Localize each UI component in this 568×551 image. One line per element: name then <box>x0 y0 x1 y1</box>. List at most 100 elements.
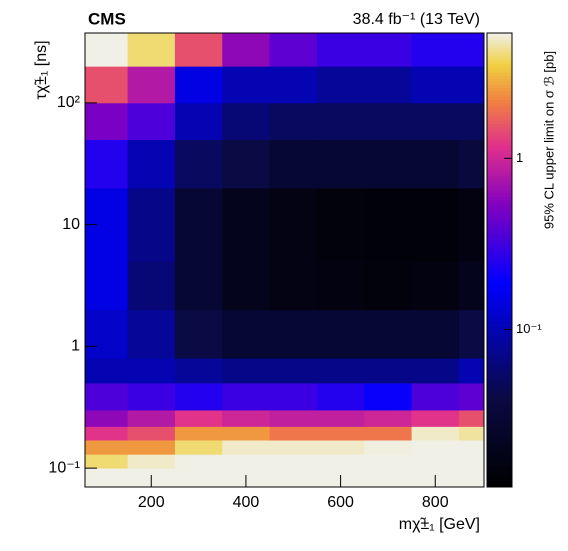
colorbar-segment <box>487 359 512 364</box>
heatmap-cell <box>316 426 365 441</box>
colorbar-segment <box>487 281 512 285</box>
heatmap-cell <box>269 426 318 441</box>
colorbar-segment <box>487 135 512 140</box>
heatmap-cell <box>174 440 223 455</box>
colorbar-segment <box>487 138 512 143</box>
colorbar-segment <box>487 405 512 409</box>
heatmap-cell <box>127 102 176 140</box>
heatmap-cell <box>269 309 318 359</box>
heatmap-cell <box>85 139 128 189</box>
heatmap-cell <box>174 187 223 262</box>
heatmap-cell <box>269 139 318 189</box>
heatmap-cell <box>458 426 485 441</box>
colorbar-segment <box>487 214 512 219</box>
y-tick-label: 1 <box>71 338 80 355</box>
colorbar-segment <box>487 126 512 131</box>
heatmap-cell <box>174 468 223 488</box>
heatmap-cell <box>411 102 460 140</box>
heatmap-cell <box>269 33 318 67</box>
colorbar-segment <box>487 311 512 315</box>
colorbar-segment <box>487 387 512 391</box>
colorbar-segment <box>487 187 512 191</box>
colorbar-segment <box>487 144 512 149</box>
colorbar-segment <box>487 375 512 379</box>
heatmap-cell <box>222 426 270 441</box>
colorbar-segment <box>487 260 512 264</box>
colorbar-segment <box>487 78 512 82</box>
heatmap-cell <box>222 66 270 104</box>
colorbar-segment <box>487 390 512 394</box>
heatmap-cell <box>127 66 176 104</box>
colorbar-segment <box>487 378 512 382</box>
colorbar-segment <box>487 399 512 403</box>
colorbar-segment <box>487 483 512 488</box>
colorbar-segment <box>487 166 512 170</box>
colorbar-segment <box>487 423 512 427</box>
heatmap-cell <box>222 309 270 359</box>
colorbar-segment <box>487 287 512 291</box>
colorbar-segment <box>487 132 512 137</box>
colorbar-segment <box>487 217 512 222</box>
heatmap-cell <box>85 468 128 488</box>
heatmap-cell <box>269 261 318 311</box>
heatmap-cell <box>458 33 485 67</box>
heatmap-cell <box>127 187 176 262</box>
colorbar-segment <box>487 450 512 455</box>
y-axis-label: τχ̃±₁ [ns] <box>33 40 50 99</box>
colorbar-segment <box>487 256 512 261</box>
colorbar-segment <box>487 402 512 406</box>
heatmap-cell <box>127 139 176 189</box>
colorbar-segment <box>487 453 512 458</box>
heatmap-cell <box>85 358 128 384</box>
colorbar-segment <box>487 302 512 306</box>
colorbar-segment <box>487 226 512 231</box>
heatmap-cell <box>458 187 485 262</box>
colorbar-segment <box>487 190 512 194</box>
heatmap-cell <box>174 454 223 469</box>
chart-subtitle: 38.4 fb⁻¹ (13 TeV) <box>353 11 480 28</box>
colorbar-segment <box>487 114 512 119</box>
colorbar-segment <box>487 108 512 113</box>
heatmap-cell <box>364 426 412 441</box>
colorbar-segment <box>487 60 512 64</box>
colorbar-segment <box>487 223 512 228</box>
colorbar-segment <box>487 269 512 273</box>
colorbar-segment <box>487 332 512 337</box>
x-axis-label: mχ̃±₁ [GeV] <box>399 516 480 533</box>
heatmap-cell <box>85 454 128 469</box>
colorbar-segment <box>487 241 512 246</box>
colorbar-frame <box>486 32 513 488</box>
heatmap-cell <box>411 187 460 262</box>
heatmap-cell <box>222 410 270 427</box>
colorbar-segment <box>487 365 512 370</box>
heatmap-cell <box>85 410 128 427</box>
colorbar-segment <box>487 66 512 70</box>
heatmap-cell <box>411 309 460 359</box>
heatmap-cell <box>364 102 412 140</box>
colorbar-segment <box>487 199 512 203</box>
colorbar-segment <box>487 338 512 343</box>
heatmap-cell <box>316 454 365 469</box>
heatmap-cell <box>364 33 412 67</box>
heatmap-cell <box>174 66 223 104</box>
heatmap-cell <box>458 261 485 311</box>
colorbar-segment <box>487 141 512 146</box>
heatmap-cell <box>458 410 485 427</box>
colorbar-segment <box>487 36 512 40</box>
colorbar-segment <box>487 465 512 470</box>
colorbar-segment <box>487 296 512 300</box>
colorbar-segment <box>487 323 512 328</box>
colorbar-segment <box>487 417 512 421</box>
y-tick-label: 10 <box>62 216 80 233</box>
colorbar-segment <box>487 408 512 412</box>
colorbar-segment <box>487 356 512 361</box>
colorbar-segment <box>487 172 512 176</box>
colorbar-segment <box>487 299 512 303</box>
heatmap-cell <box>458 139 485 189</box>
colorbar-segment <box>487 384 512 388</box>
colorbar-segment <box>487 444 512 449</box>
heatmap-cell <box>458 309 485 359</box>
heatmap-cell <box>222 358 270 384</box>
heatmap-cell <box>411 440 460 455</box>
